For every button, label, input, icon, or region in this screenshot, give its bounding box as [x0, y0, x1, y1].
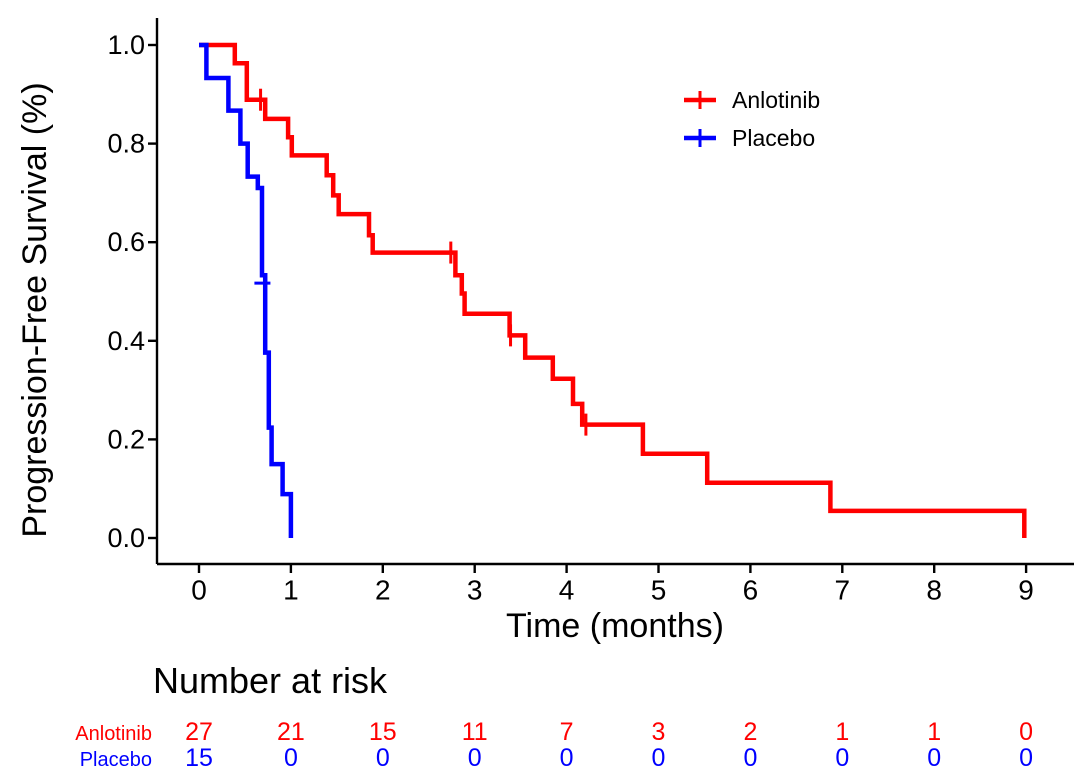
x-tick-label: 8	[926, 575, 942, 606]
risk-count: 0	[468, 744, 482, 772]
risk-count: 15	[185, 744, 213, 772]
survival-curve-anlotinib	[199, 42, 1027, 538]
y-tick-label: 1.0	[107, 30, 145, 60]
x-tick-label: 5	[651, 575, 667, 606]
risk-count: 0	[927, 744, 941, 772]
y-tick-label: 0.0	[107, 523, 145, 553]
risk-row-label: Anlotinib	[75, 723, 152, 745]
y-tick-label: 0.6	[107, 227, 145, 257]
risk-count: 15	[369, 718, 397, 746]
legend-label: Placebo	[732, 125, 815, 151]
x-tick-label: 3	[467, 575, 483, 606]
risk-row-label: Placebo	[80, 749, 152, 771]
risk-count: 0	[1019, 744, 1033, 772]
x-tick-label: 4	[559, 575, 575, 606]
legend-label: Anlotinib	[732, 87, 820, 113]
y-axis-label: Progression-Free Survival (%)	[16, 82, 54, 537]
x-tick-label: 0	[191, 575, 207, 606]
x-axis-label: Time (months)	[506, 607, 724, 645]
risk-count: 0	[835, 744, 849, 772]
risk-count: 0	[284, 744, 298, 772]
y-tick-label: 0.8	[107, 129, 145, 159]
risk-count: 0	[743, 744, 757, 772]
risk-count: 11	[462, 718, 488, 746]
risk-table-title: Number at risk	[153, 660, 388, 701]
risk-count: 0	[560, 744, 574, 772]
y-tick-label: 0.2	[107, 424, 145, 454]
x-tick-label: 2	[375, 575, 391, 606]
risk-count: 1	[927, 718, 941, 746]
risk-count: 2	[743, 718, 757, 746]
risk-count: 0	[1019, 718, 1033, 746]
x-tick-label: 6	[743, 575, 759, 606]
x-tick-label: 7	[835, 575, 851, 606]
risk-count: 7	[560, 718, 574, 746]
y-tick-label: 0.4	[107, 326, 145, 356]
x-tick-label: 9	[1018, 575, 1034, 606]
risk-count: 0	[376, 744, 390, 772]
risk-count: 0	[652, 744, 666, 772]
x-tick-label: 1	[283, 575, 299, 606]
risk-count: 27	[185, 718, 213, 746]
risk-count: 3	[652, 718, 666, 746]
survival-curve-placebo	[199, 42, 294, 538]
risk-count: 1	[835, 718, 849, 746]
risk-count: 21	[277, 718, 305, 746]
